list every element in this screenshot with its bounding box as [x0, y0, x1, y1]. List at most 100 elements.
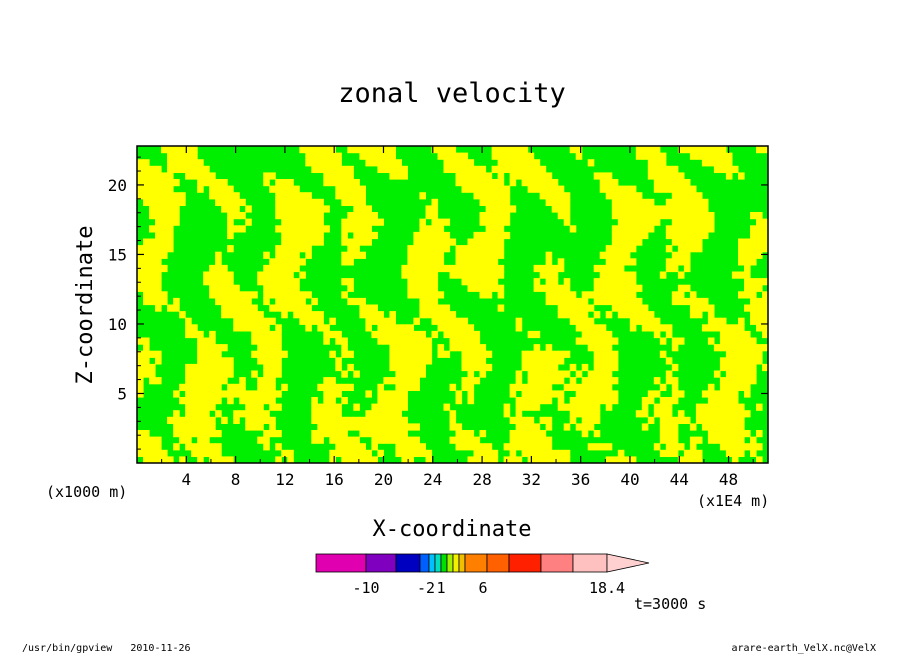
field-cell — [575, 370, 583, 378]
field-cell — [587, 390, 595, 398]
field-cell — [545, 416, 553, 424]
field-cell — [233, 311, 240, 319]
field-cell — [197, 337, 204, 345]
field-cell — [251, 390, 258, 398]
field-cell — [581, 337, 589, 345]
field-cell — [539, 192, 547, 200]
field-cell — [227, 291, 234, 299]
field-cell — [738, 337, 745, 345]
field-cell — [611, 231, 619, 240]
field-cell — [545, 271, 553, 279]
field-cell — [311, 146, 318, 154]
field-cell — [293, 205, 300, 213]
field-cell — [257, 423, 264, 431]
field-cell — [659, 423, 667, 431]
field-cell — [689, 245, 697, 253]
field-cell — [341, 423, 348, 431]
field-cell — [611, 238, 619, 246]
field-cell — [359, 297, 366, 306]
field-cell — [305, 231, 312, 240]
field-cell — [545, 278, 553, 286]
field-cell — [509, 179, 517, 187]
field-cell — [407, 423, 414, 431]
field-cell — [143, 443, 150, 451]
field-cell — [215, 192, 222, 200]
field-cell — [353, 416, 360, 424]
field-cell — [143, 357, 150, 365]
field-cell — [750, 436, 757, 444]
field-cell — [419, 225, 426, 233]
field-cell — [263, 383, 270, 391]
field-cell — [756, 430, 763, 438]
field-cell — [329, 456, 336, 463]
field-cell — [275, 205, 282, 213]
field-cell — [257, 311, 264, 319]
field-cell — [527, 357, 535, 365]
field-cell — [215, 377, 222, 385]
field-cell — [311, 238, 318, 246]
field-cell — [137, 370, 144, 378]
field-cell — [671, 430, 679, 438]
field-cell — [509, 416, 517, 424]
field-cell — [545, 297, 553, 306]
field-cell — [635, 225, 643, 233]
field-cell — [744, 304, 751, 312]
field-cell — [527, 443, 535, 451]
field-cell — [377, 159, 384, 167]
field-cell — [185, 330, 192, 339]
field-cell — [605, 397, 613, 405]
field-cell — [533, 185, 541, 193]
field-cell — [738, 377, 745, 385]
field-cell — [515, 383, 523, 391]
field-cell — [479, 212, 487, 220]
field-cell — [719, 403, 727, 411]
field-cell — [137, 192, 144, 200]
field-cell — [509, 165, 517, 173]
field-cell — [221, 185, 228, 193]
field-cell — [527, 423, 535, 431]
field-cell — [521, 416, 529, 424]
field-cell — [509, 146, 517, 154]
field-cell — [611, 205, 619, 213]
field-cell — [473, 357, 481, 365]
field-cell — [611, 397, 619, 405]
field-cell — [341, 449, 348, 457]
field-cell — [671, 172, 679, 180]
field-cell — [455, 337, 463, 345]
field-cell — [503, 205, 511, 213]
field-cell — [623, 297, 631, 306]
field-cell — [551, 198, 559, 206]
field-cell — [233, 284, 240, 292]
field-cell — [491, 205, 499, 213]
field-cell — [599, 179, 607, 187]
field-cell — [329, 152, 336, 160]
field-cell — [197, 370, 204, 378]
field-cell — [137, 436, 144, 444]
field-cell — [611, 297, 619, 306]
field-cell — [623, 311, 631, 319]
field-cell — [269, 278, 276, 286]
field-cell — [341, 397, 348, 405]
field-cell — [455, 443, 463, 451]
field-cell — [413, 271, 420, 279]
field-cell — [611, 456, 619, 463]
field-cell — [161, 212, 168, 220]
field-cell — [143, 363, 150, 372]
field-cell — [155, 449, 162, 457]
field-cell — [209, 397, 216, 405]
field-cell — [473, 245, 481, 253]
field-cell — [527, 397, 535, 405]
field-cell — [479, 357, 487, 365]
field-cell — [275, 330, 282, 339]
field-cell — [756, 212, 763, 220]
field-cell — [425, 278, 433, 286]
field-cell — [491, 278, 499, 286]
field-cell — [425, 344, 433, 352]
field-cell — [665, 370, 673, 378]
field-cell — [509, 443, 517, 451]
field-cell — [317, 423, 324, 431]
field-cell — [437, 317, 445, 325]
field-cell — [353, 212, 360, 220]
field-cell — [419, 363, 426, 372]
field-cell — [359, 225, 366, 233]
